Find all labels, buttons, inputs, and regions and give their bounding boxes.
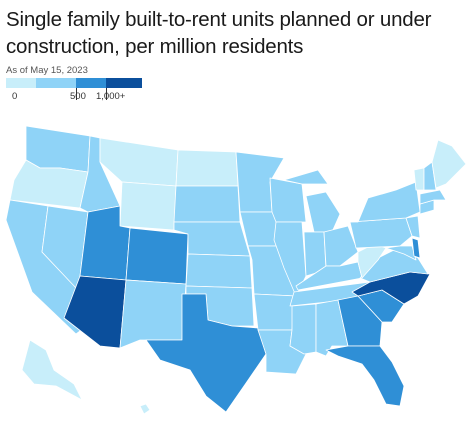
state-nm [119,279,187,349]
legend-swatch-high [106,78,142,88]
chart-subtitle: As of May 15, 2023 [6,65,88,76]
state-ma [419,189,447,205]
state-nj [405,215,421,239]
state-ar [253,293,297,331]
state-wi [269,177,307,223]
state-ny [349,181,421,223]
legend-tick-1000: 1,000+ [96,91,126,102]
legend-swatch-low [36,78,76,88]
state-sd [173,185,241,223]
state-mt [99,137,179,187]
state-ms [289,303,317,355]
state-wy [119,181,177,231]
state-nd [175,149,239,187]
state-tx [145,293,267,413]
state-hi [139,403,151,415]
legend-color-bar [6,78,142,88]
legend: 0 500 1,000+ [6,78,142,102]
us-choropleth-map [5,125,467,415]
legend-swatch-zero [6,78,36,88]
state-pa [349,217,413,249]
state-az [63,275,127,349]
legend-tick-line-500 [76,88,77,100]
legend-tick-line-1000 [106,88,107,100]
state-ga [337,295,383,347]
state-de [411,237,421,259]
chart-title: Single family built-to-rent units planne… [6,8,432,58]
legend-swatch-mid [76,78,106,88]
state-oh [323,225,359,267]
legend-tick-0: 0 [12,91,18,102]
state-mi [283,169,341,233]
legend-tick-500: 500 [70,91,86,102]
state-me [431,139,467,189]
state-ks [185,253,253,289]
state-vt [413,167,425,191]
state-ak [21,339,83,401]
state-fl [325,345,405,407]
state-co [125,227,189,285]
